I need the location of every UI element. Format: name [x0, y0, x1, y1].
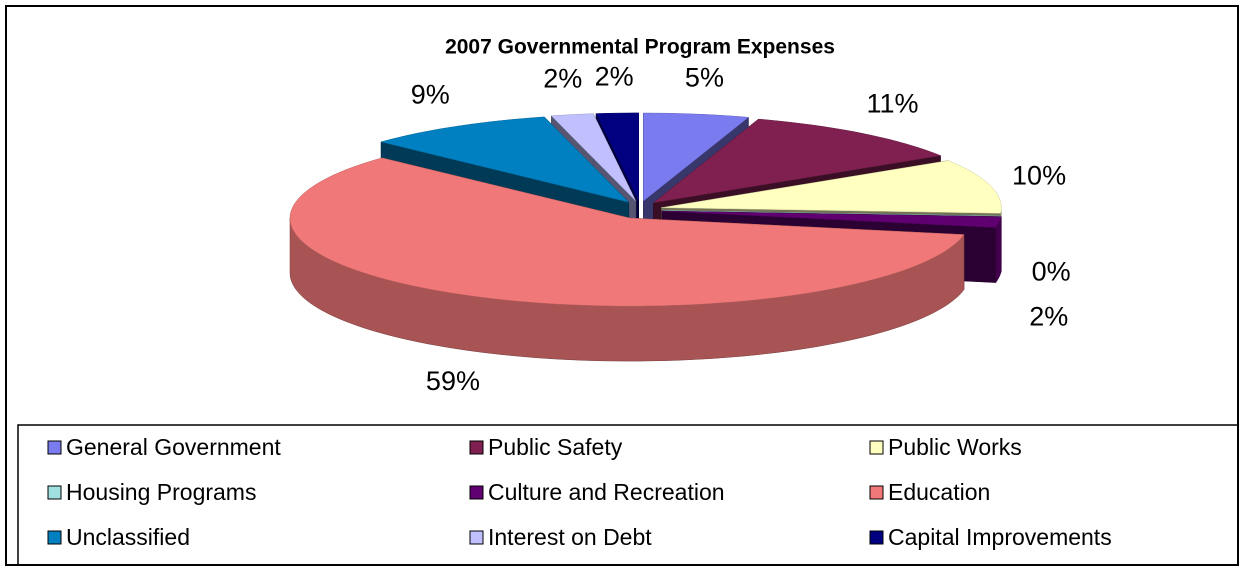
chart-title: 2007 Governmental Program Expenses: [445, 36, 835, 59]
legend-swatch: [469, 440, 484, 455]
data-label: 0%: [1032, 256, 1071, 286]
slice: [661, 210, 1002, 228]
pie: [289, 112, 1002, 362]
slice: [661, 210, 1002, 217]
legend-label: Education: [888, 479, 990, 505]
data-label: 2%: [1029, 301, 1068, 331]
legend-label: Public Works: [888, 434, 1022, 460]
data-label: 59%: [426, 366, 480, 396]
slice: [595, 112, 639, 202]
legend-swatch: [869, 440, 884, 455]
data-label: 2%: [595, 61, 634, 91]
legend-swatch: [469, 485, 484, 500]
slice: [550, 113, 637, 202]
slice: [289, 157, 965, 307]
legend-swatch: [469, 530, 484, 545]
legend-box: [17, 424, 1239, 566]
legend-label: Unclassified: [66, 524, 190, 550]
slice: [652, 118, 942, 204]
legend-swatch: [869, 530, 884, 545]
slice: [643, 112, 750, 202]
data-label: 5%: [685, 63, 724, 93]
legend-label: Interest on Debt: [488, 524, 652, 550]
legend-label: Housing Programs: [66, 479, 256, 505]
legend-swatch: [47, 530, 62, 545]
legend-swatch: [47, 440, 62, 455]
data-label: 10%: [1012, 160, 1066, 190]
data-label: 2%: [543, 63, 582, 93]
legend-label: Public Safety: [488, 434, 623, 460]
legend-swatch: [47, 485, 62, 500]
legend-label: Capital Improvements: [888, 524, 1112, 550]
legend-label: General Government: [66, 434, 281, 460]
slice: [661, 160, 1002, 214]
slice: [380, 116, 630, 203]
data-label: 11%: [866, 89, 918, 119]
data-label: 9%: [411, 79, 450, 109]
legend-label: Culture and Recreation: [488, 479, 725, 505]
legend-swatch: [869, 485, 884, 500]
